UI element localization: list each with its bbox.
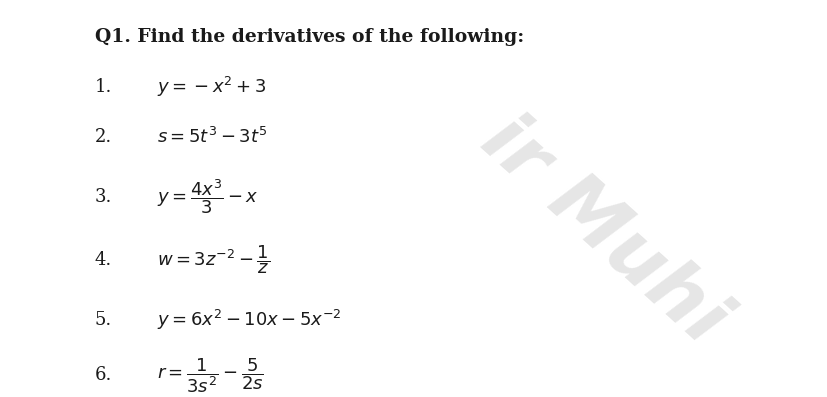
Text: $y = 6x^2 - 10x - 5x^{-2}$: $y = 6x^2 - 10x - 5x^{-2}$: [157, 308, 342, 331]
Text: $y = -x^2 + 3$: $y = -x^2 + 3$: [157, 75, 266, 99]
Text: 1.: 1.: [94, 78, 112, 96]
Text: $w = 3z^{-2} - \dfrac{1}{z}$: $w = 3z^{-2} - \dfrac{1}{z}$: [157, 244, 270, 276]
Text: $s = 5t^3 - 3t^5$: $s = 5t^3 - 3t^5$: [157, 127, 268, 147]
Text: $y = \dfrac{4x^3}{3} - x$: $y = \dfrac{4x^3}{3} - x$: [157, 177, 259, 216]
Text: 4.: 4.: [94, 251, 112, 269]
Text: 2.: 2.: [94, 128, 112, 146]
Text: Q1. Find the derivatives of the following:: Q1. Find the derivatives of the followin…: [95, 28, 524, 46]
Text: $r = \dfrac{1}{3s^2} - \dfrac{5}{2s}$: $r = \dfrac{1}{3s^2} - \dfrac{5}{2s}$: [157, 356, 264, 395]
Text: 3.: 3.: [94, 187, 112, 206]
Text: ir Muhi: ir Muhi: [467, 102, 740, 358]
Text: 6.: 6.: [94, 366, 112, 384]
Text: 5.: 5.: [94, 310, 112, 329]
